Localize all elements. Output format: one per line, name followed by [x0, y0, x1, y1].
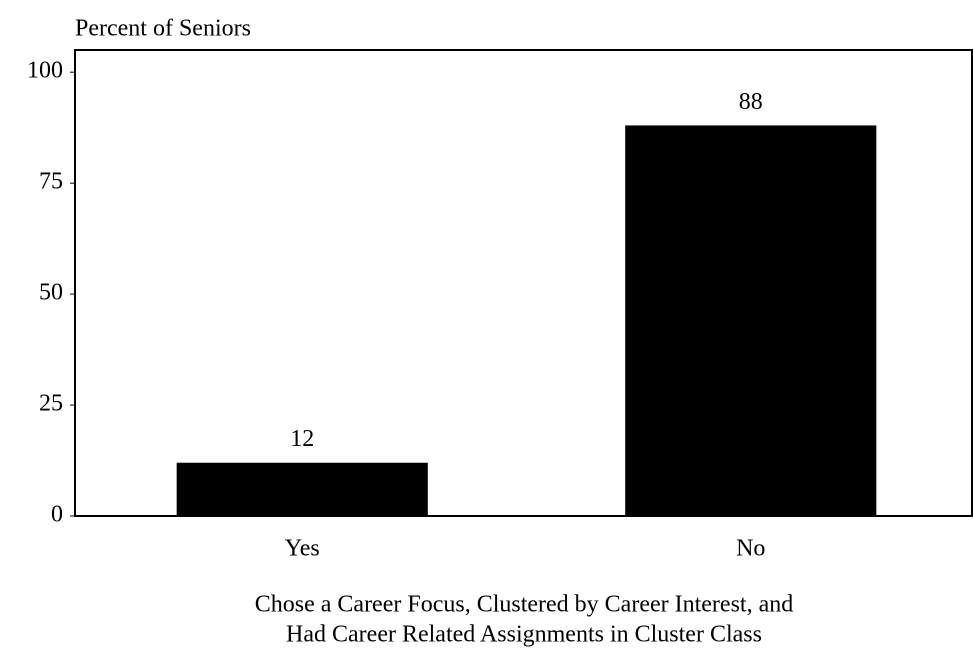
y-tick-label: 0	[51, 502, 63, 528]
value-label: 88	[739, 89, 763, 115]
y-tick-label: 25	[39, 391, 63, 417]
x-tick-label: Yes	[285, 536, 320, 562]
plot-frame	[74, 49, 973, 517]
bar	[625, 125, 877, 516]
value-label: 12	[290, 426, 314, 452]
y-tick-label: 100	[27, 58, 63, 84]
y-axis-label: Percent of Seniors	[75, 16, 251, 42]
y-tick-label: 75	[39, 169, 63, 195]
x-tick-label: No	[736, 536, 765, 562]
y-tick-label: 50	[39, 280, 63, 306]
x-axis-label: Chose a Career Focus, Clustered by Caree…	[255, 592, 794, 618]
x-axis-label: Had Career Related Assignments in Cluste…	[286, 622, 762, 648]
bar	[176, 462, 428, 516]
